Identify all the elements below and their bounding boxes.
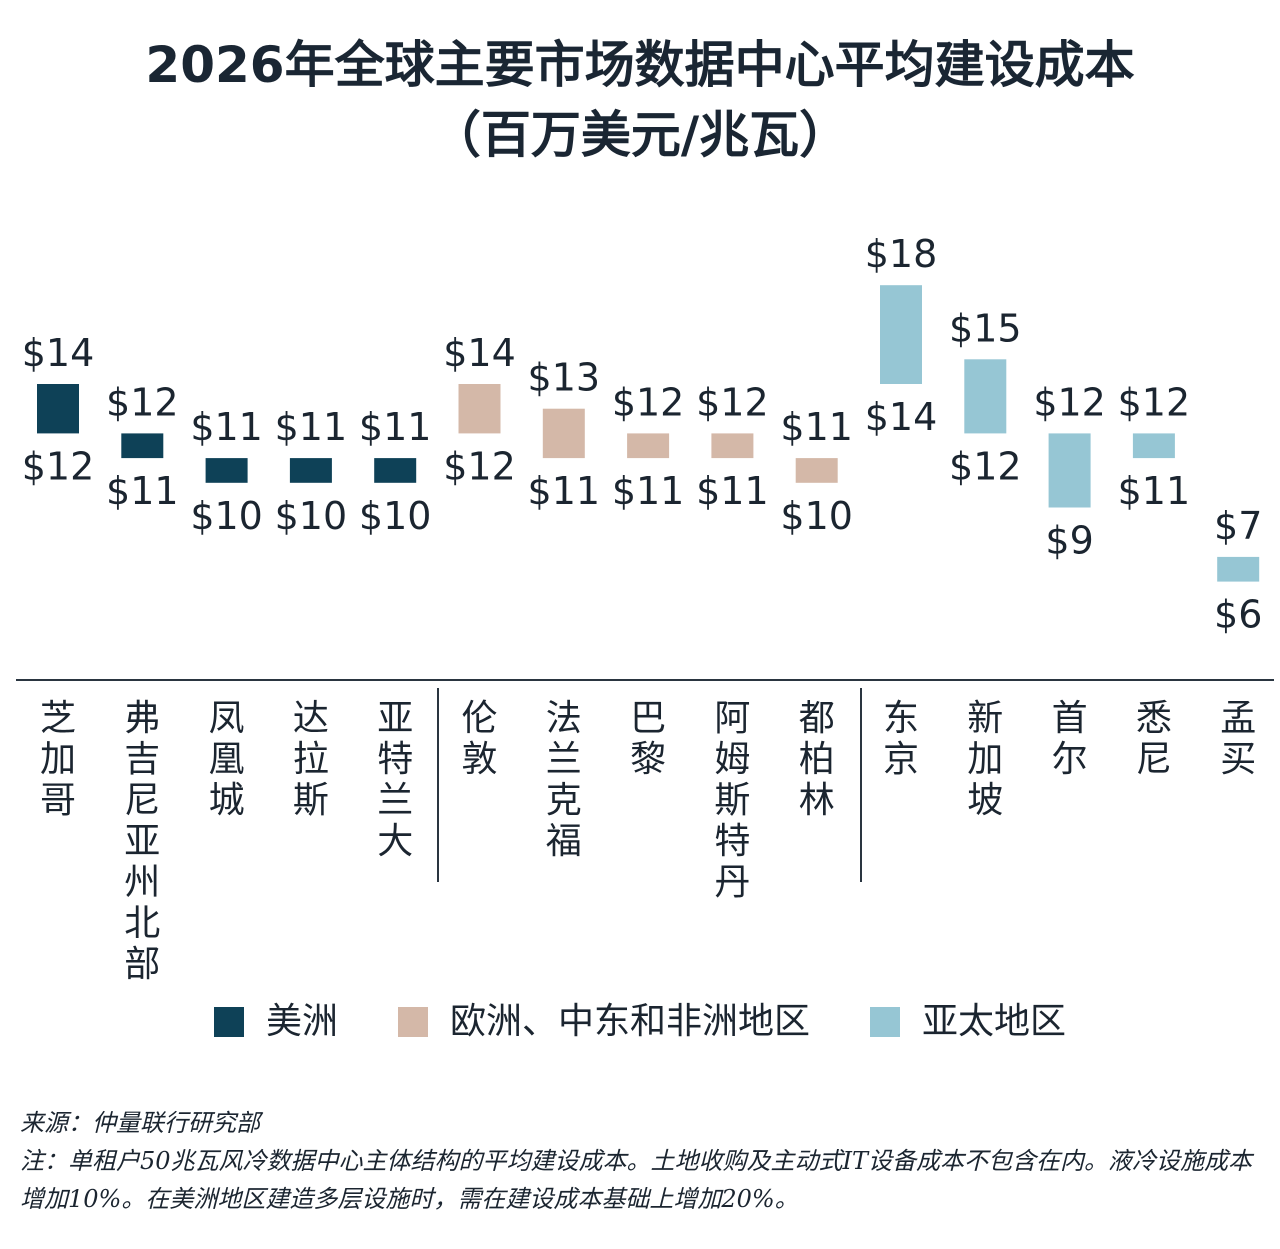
bar-悉尼 bbox=[1132, 433, 1175, 459]
label-low-巴黎: $11 bbox=[612, 469, 685, 513]
legend-label-apac: 亚太地区 bbox=[922, 1001, 1067, 1042]
category-label-凤凰城: 凤凰城 bbox=[209, 698, 245, 821]
bar-伦敦 bbox=[458, 384, 501, 434]
bar-芝加哥 bbox=[37, 384, 79, 434]
legend-label-americas: 美洲 bbox=[265, 1001, 338, 1042]
legend-swatch-apac bbox=[870, 1007, 900, 1037]
category-label-达拉斯: 达拉斯 bbox=[293, 698, 329, 821]
bar-达拉斯 bbox=[289, 458, 332, 483]
category-label-芝加哥: 芝加哥 bbox=[40, 698, 76, 821]
category-label-首尔: 首尔 bbox=[1052, 698, 1088, 780]
category-label-亚特兰大: 亚特兰大 bbox=[377, 698, 413, 862]
bar-弗吉尼亚州北部 bbox=[121, 433, 164, 459]
category-label-悉尼: 悉尼 bbox=[1136, 698, 1172, 780]
bar-巴黎 bbox=[627, 433, 670, 459]
category-label-弗吉尼亚州北部: 弗吉尼亚州北部 bbox=[124, 698, 160, 985]
bar-都柏林 bbox=[795, 458, 838, 483]
label-high-阿姆斯特丹: $12 bbox=[696, 380, 769, 424]
bar-孟买 bbox=[1217, 556, 1260, 582]
bar-亚特兰大 bbox=[374, 458, 417, 483]
bar-首尔 bbox=[1048, 433, 1091, 508]
label-high-都柏林: $11 bbox=[780, 405, 853, 449]
label-high-东京: $18 bbox=[865, 232, 938, 276]
bar-凤凰城 bbox=[205, 458, 248, 483]
category-label-新加坡: 新加坡 bbox=[967, 698, 1003, 821]
label-low-都柏林: $10 bbox=[780, 494, 853, 538]
bar-阿姆斯特丹 bbox=[711, 433, 754, 459]
category-label-都柏林: 都柏林 bbox=[799, 698, 835, 821]
legend-swatch-emea bbox=[397, 1007, 428, 1037]
source-note: 来源：仲量联行研究部 bbox=[20, 1109, 260, 1137]
bar-新加坡 bbox=[964, 359, 1007, 434]
label-high-弗吉尼亚州北部: $12 bbox=[106, 380, 179, 424]
label-low-阿姆斯特丹: $11 bbox=[696, 469, 769, 513]
category-label-孟买: 孟买 bbox=[1220, 698, 1256, 780]
label-low-芝加哥: $12 bbox=[22, 444, 95, 488]
category-label-法兰克福: 法兰克福 bbox=[546, 698, 582, 862]
label-low-孟买: $6 bbox=[1214, 593, 1262, 637]
chart-legend: 美洲 欧洲、中东和非洲地区 亚太地区 bbox=[0, 998, 1280, 1046]
label-low-伦敦: $12 bbox=[443, 444, 516, 488]
label-high-悉尼: $12 bbox=[1118, 380, 1191, 424]
label-high-芝加哥: $14 bbox=[22, 331, 95, 375]
range-bar-chart: $14$12芝加哥$12$11弗吉尼亚州北部$11$10凤凰城$11$10达拉斯… bbox=[16, 232, 1274, 985]
label-low-首尔: $9 bbox=[1045, 519, 1093, 563]
legend-item-apac: 亚太地区 bbox=[870, 998, 1066, 1046]
label-low-达拉斯: $10 bbox=[275, 494, 348, 538]
chart-title-line2: （百万美元/兆瓦） bbox=[430, 106, 850, 164]
label-high-新加坡: $15 bbox=[949, 306, 1022, 350]
chart-title-line1: 2026年全球主要市场数据中心平均建设成本 bbox=[145, 36, 1135, 94]
legend-item-emea: 欧洲、中东和非洲地区 bbox=[397, 998, 810, 1046]
label-low-亚特兰大: $10 bbox=[359, 494, 432, 538]
label-high-法兰克福: $13 bbox=[528, 356, 601, 400]
chart-title: 2026年全球主要市场数据中心平均建设成本 （百万美元/兆瓦） bbox=[0, 30, 1280, 170]
bar-东京 bbox=[880, 285, 922, 384]
label-high-亚特兰大: $11 bbox=[359, 405, 432, 449]
label-low-凤凰城: $10 bbox=[190, 494, 263, 538]
label-high-伦敦: $14 bbox=[443, 331, 516, 375]
category-label-伦敦: 伦敦 bbox=[461, 698, 497, 780]
label-low-弗吉尼亚州北部: $11 bbox=[106, 469, 179, 513]
label-high-孟买: $7 bbox=[1214, 504, 1262, 548]
category-label-阿姆斯特丹: 阿姆斯特丹 bbox=[714, 698, 750, 903]
footnote: 注：单租户50兆瓦风冷数据中心主体结构的平均建设成本。土地收购及主动式IT设备成… bbox=[20, 1147, 1253, 1213]
legend-item-americas: 美洲 bbox=[213, 998, 338, 1046]
label-high-首尔: $12 bbox=[1033, 380, 1106, 424]
label-low-东京: $14 bbox=[865, 395, 938, 439]
bar-法兰克福 bbox=[542, 408, 585, 459]
legend-label-emea: 欧洲、中东和非洲地区 bbox=[449, 1001, 810, 1042]
label-low-新加坡: $12 bbox=[949, 444, 1022, 488]
label-high-达拉斯: $11 bbox=[275, 405, 348, 449]
label-high-巴黎: $12 bbox=[612, 380, 685, 424]
legend-swatch-americas bbox=[213, 1007, 244, 1037]
category-label-东京: 东京 bbox=[883, 698, 919, 780]
chart-notes: 来源：仲量联行研究部 注：单租户50兆瓦风冷数据中心主体结构的平均建设成本。土地… bbox=[20, 1104, 1260, 1218]
category-label-巴黎: 巴黎 bbox=[630, 698, 666, 780]
label-low-法兰克福: $11 bbox=[528, 469, 601, 513]
label-low-悉尼: $11 bbox=[1118, 469, 1191, 513]
label-high-凤凰城: $11 bbox=[190, 405, 263, 449]
